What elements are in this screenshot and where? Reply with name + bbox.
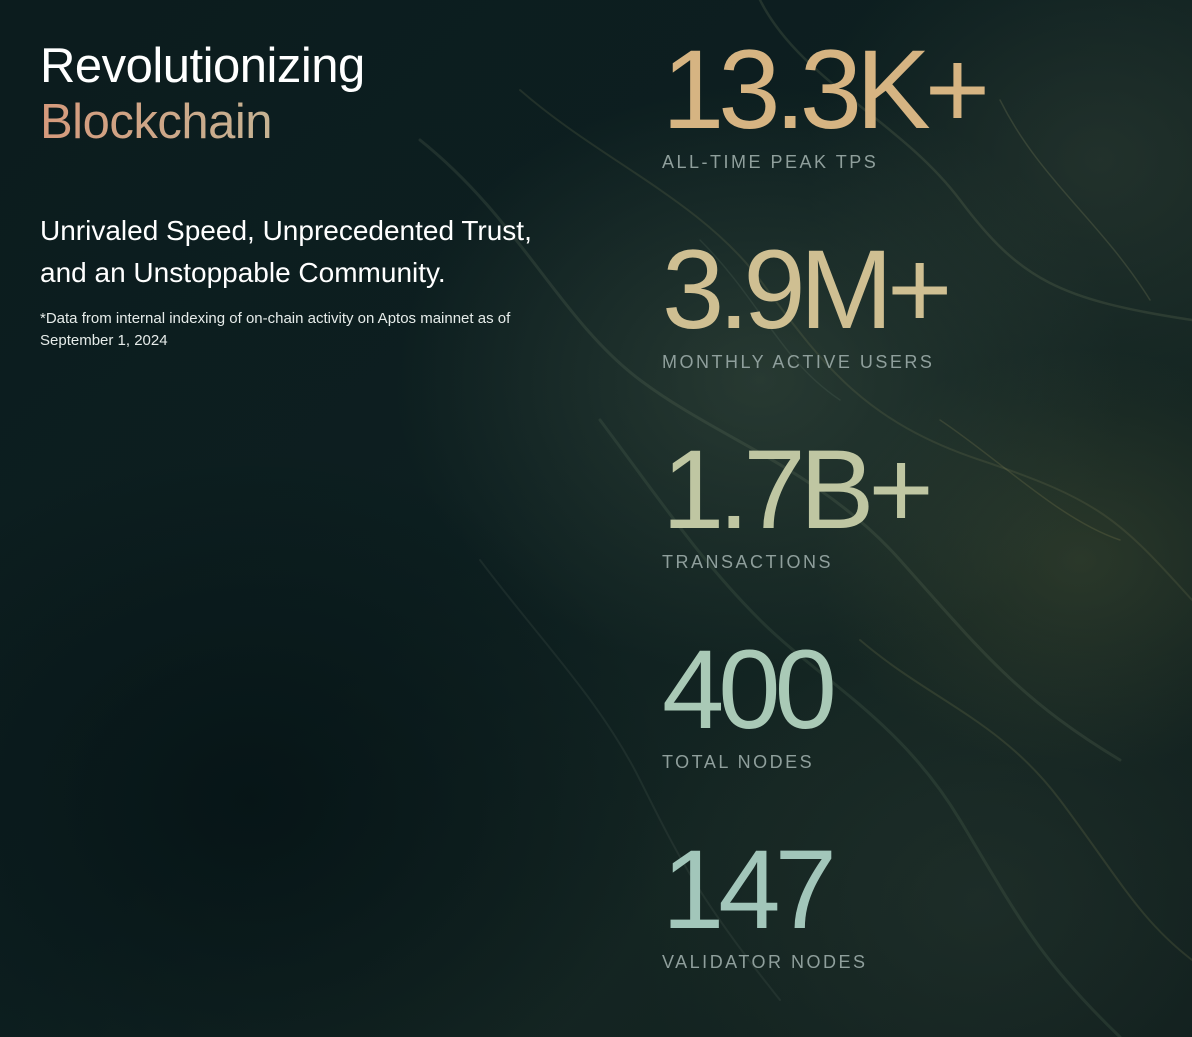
- hero-title-line2: Blockchain: [40, 94, 580, 150]
- stat-monthly-active-users: 3.9M+ MONTHLY ACTIVE USERS: [662, 227, 952, 373]
- stat-value: 147: [662, 827, 837, 952]
- stat-peak-tps: 13.3K+ ALL-TIME PEAK TPS: [662, 27, 990, 173]
- hero-section: Revolutionizing Blockchain Unrivaled Spe…: [40, 38, 580, 352]
- stat-label: TRANSACTIONS: [662, 552, 834, 572]
- stat-label: ALL-TIME PEAK TPS: [662, 152, 879, 172]
- stat-label: VALIDATOR NODES: [662, 952, 868, 972]
- stat-label: MONTHLY ACTIVE USERS: [662, 352, 935, 372]
- hero-subtitle: Unrivaled Speed, Unprecedented Trust, an…: [40, 215, 532, 288]
- stat-value: 400: [662, 627, 837, 752]
- stat-value: 1.7B+: [662, 427, 934, 552]
- stat-label: TOTAL NODES: [662, 752, 815, 772]
- stat-value: 3.9M+: [662, 227, 952, 352]
- stat-total-nodes: 400 TOTAL NODES: [662, 627, 837, 773]
- stat-transactions: 1.7B+ TRANSACTIONS: [662, 427, 934, 573]
- hero-title-line1: Revolutionizing: [40, 39, 365, 93]
- stat-validator-nodes: 147 VALIDATOR NODES: [662, 827, 868, 973]
- stat-value: 13.3K+: [662, 27, 990, 152]
- hero-footnote: *Data from internal indexing of on-chain…: [40, 310, 511, 349]
